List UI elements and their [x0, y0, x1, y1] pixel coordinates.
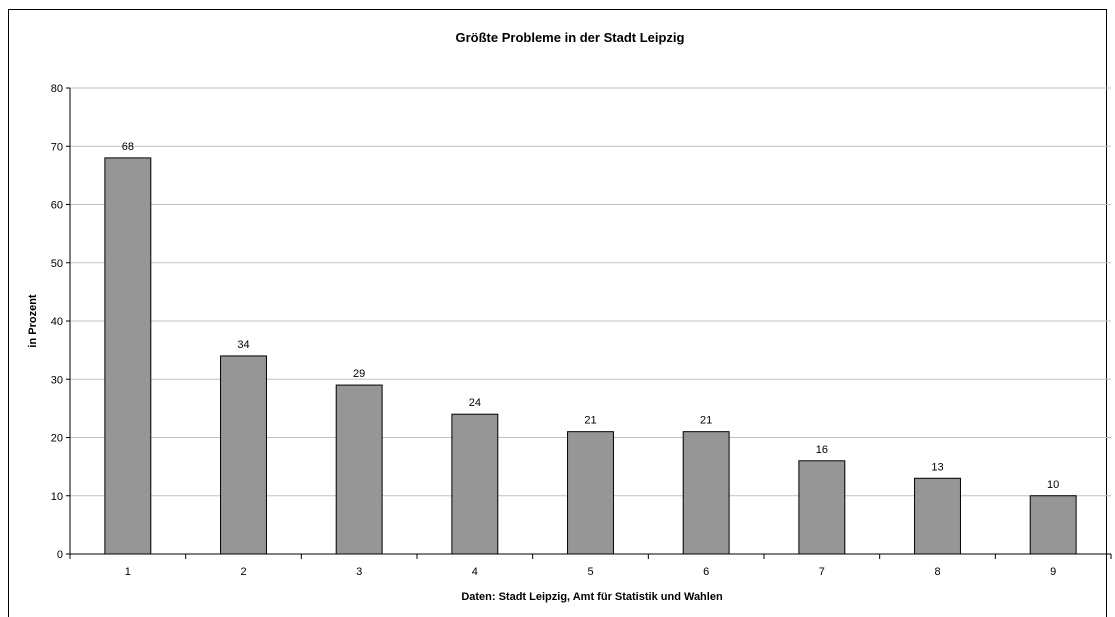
x-tick-label: 4 — [472, 566, 478, 578]
x-tick-label: 1 — [125, 566, 131, 578]
chart-title: Größte Probleme in der Stadt Leipzig — [456, 30, 685, 45]
data-label: 21 — [584, 415, 596, 427]
bar-3 — [335, 384, 383, 555]
y-tick-label: 0 — [57, 549, 63, 561]
x-tick-label: 2 — [240, 566, 246, 578]
x-axis-label: Daten: Stadt Leipzig, Amt für Statistik … — [461, 591, 723, 603]
y-tick-label: 60 — [51, 200, 63, 212]
bar-5 — [567, 431, 614, 555]
y-tick-label: 40 — [51, 316, 63, 328]
x-tick-label: 3 — [356, 566, 362, 578]
bar-7 — [798, 460, 846, 555]
bars — [104, 157, 1077, 555]
chart-frame — [8, 9, 1107, 617]
x-tick-label: 6 — [703, 566, 709, 578]
bar-8 — [914, 477, 961, 555]
bar-4 — [451, 413, 499, 555]
x-tick-label: 5 — [587, 566, 593, 578]
data-label: 10 — [1047, 479, 1059, 491]
x-tick-label: 7 — [819, 566, 825, 578]
y-tick-label: 70 — [51, 141, 63, 153]
data-label: 29 — [353, 368, 365, 380]
data-label: 34 — [237, 339, 249, 351]
y-tick-label: 30 — [51, 374, 63, 386]
bar-9 — [1029, 495, 1077, 555]
bar-6 — [682, 431, 730, 555]
bar-1 — [104, 157, 152, 555]
data-label: 16 — [816, 444, 828, 456]
bar-2 — [220, 355, 267, 555]
labels: 0 10 20 30 40 50 60 70 80 68 1 34 2 29 3 24 4 21 5 21 6 16 7 13… — [51, 83, 1060, 578]
y-tick-label: 80 — [51, 83, 63, 95]
y-tick-label: 10 — [51, 491, 63, 503]
axes — [66, 87, 1112, 559]
data-label: 21 — [700, 415, 712, 427]
x-tick-label: 8 — [934, 566, 940, 578]
x-tick-label: 9 — [1050, 566, 1056, 578]
data-label: 24 — [469, 397, 481, 409]
data-label: 68 — [122, 141, 134, 153]
data-label: 13 — [931, 461, 943, 473]
y-axis-label: in Prozent — [27, 294, 39, 348]
y-tick-label: 50 — [51, 258, 63, 270]
y-tick-label: 20 — [51, 433, 63, 445]
